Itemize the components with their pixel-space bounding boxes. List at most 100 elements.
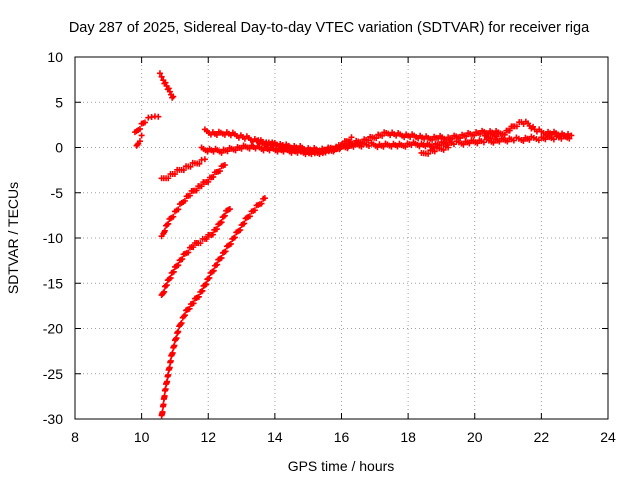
data-point — [373, 135, 380, 142]
data-point — [218, 219, 225, 226]
data-point — [218, 149, 225, 156]
data-point — [209, 231, 216, 238]
y-axis-title: SDTVAR / TECUs — [5, 182, 21, 294]
data-point — [213, 226, 220, 233]
data-point — [222, 248, 229, 255]
data-point — [487, 135, 494, 142]
y-tick-labels: 10 5 0 -5 -10 -15 -20 -25 -30 — [43, 49, 63, 427]
data-point — [134, 141, 141, 148]
data-point — [180, 167, 187, 174]
data-point — [246, 145, 253, 152]
data-point — [227, 240, 234, 247]
data-point — [181, 197, 188, 204]
data-point — [402, 143, 409, 150]
data-point — [196, 160, 203, 167]
data-point — [460, 141, 467, 148]
data-point — [345, 143, 352, 150]
data-point — [165, 175, 172, 182]
data-point — [258, 200, 265, 207]
series-arc-1 — [131, 113, 162, 136]
data-point — [158, 73, 165, 80]
y-tick-label: -15 — [43, 275, 63, 291]
data-point — [504, 138, 511, 145]
series-arc-6 — [158, 206, 233, 299]
x-tick-label: 22 — [534, 429, 550, 445]
data-point — [206, 274, 213, 281]
data-point — [431, 148, 438, 155]
grid — [75, 57, 608, 419]
data-point — [198, 183, 205, 190]
data-point — [170, 268, 177, 275]
data-point — [380, 143, 387, 150]
series-arc-4 — [158, 156, 208, 182]
data-point — [566, 135, 573, 142]
data-point — [440, 146, 447, 153]
x-tick-label: 8 — [71, 429, 79, 445]
data-point — [210, 267, 217, 274]
data-point — [165, 220, 172, 227]
data-point — [445, 144, 452, 151]
data-point — [164, 221, 171, 228]
y-tick-label: 10 — [47, 49, 63, 65]
x-tick-labels: 8 10 12 14 16 18 20 22 24 — [71, 429, 616, 445]
data-point — [210, 173, 217, 180]
data-point — [195, 293, 202, 300]
data-point — [331, 147, 338, 154]
y-tick-label: 5 — [55, 94, 63, 110]
x-axis-title: GPS time / hours — [288, 458, 395, 474]
series-arc-7 — [158, 195, 268, 419]
x-tick-label: 20 — [467, 429, 483, 445]
data-point — [457, 135, 464, 142]
series-arc-9 — [198, 132, 575, 158]
data-point — [379, 132, 386, 139]
data-point — [167, 357, 174, 364]
axis-ticks — [74, 56, 609, 420]
data-point — [186, 192, 193, 199]
data-point — [181, 312, 188, 319]
data-point — [177, 321, 184, 328]
data-point — [169, 94, 176, 101]
data-point — [449, 135, 456, 142]
data-point — [161, 392, 168, 399]
series-arc-11 — [418, 143, 452, 157]
data-point — [568, 132, 575, 139]
data-point — [565, 130, 572, 137]
data-point — [171, 342, 178, 349]
data-point — [221, 212, 228, 219]
data-point — [429, 136, 436, 143]
data-point — [471, 132, 478, 139]
data-point — [170, 213, 177, 220]
data-point — [161, 288, 168, 295]
data-point — [141, 119, 148, 126]
data-point — [162, 79, 169, 86]
chart-title: Day 287 of 2025, Sidereal Day-to-day VTE… — [69, 20, 590, 36]
data-point — [156, 70, 163, 77]
y-tick-label: -5 — [51, 185, 64, 201]
data-point — [136, 125, 143, 132]
data-point — [323, 147, 330, 154]
data-point — [261, 195, 268, 202]
data-point — [187, 163, 194, 170]
data-point — [203, 281, 210, 288]
y-tick-label: -10 — [43, 230, 63, 246]
y-tick-label: -30 — [43, 411, 63, 427]
series-arc-5 — [158, 161, 228, 240]
data-point — [224, 148, 231, 155]
data-point — [365, 137, 372, 144]
data-point — [186, 305, 193, 312]
data-point — [201, 156, 208, 163]
data-point — [425, 150, 432, 157]
data-point — [526, 136, 533, 143]
data-point — [163, 282, 170, 289]
data-point — [190, 300, 197, 307]
y-tick-label: 0 — [55, 140, 63, 156]
data-point — [351, 141, 358, 148]
data-point — [226, 206, 233, 213]
data-point — [506, 127, 513, 134]
data-point — [493, 133, 500, 140]
data-point — [136, 138, 143, 145]
data-point — [520, 137, 527, 144]
data-point — [359, 139, 366, 146]
data-point — [161, 227, 168, 234]
